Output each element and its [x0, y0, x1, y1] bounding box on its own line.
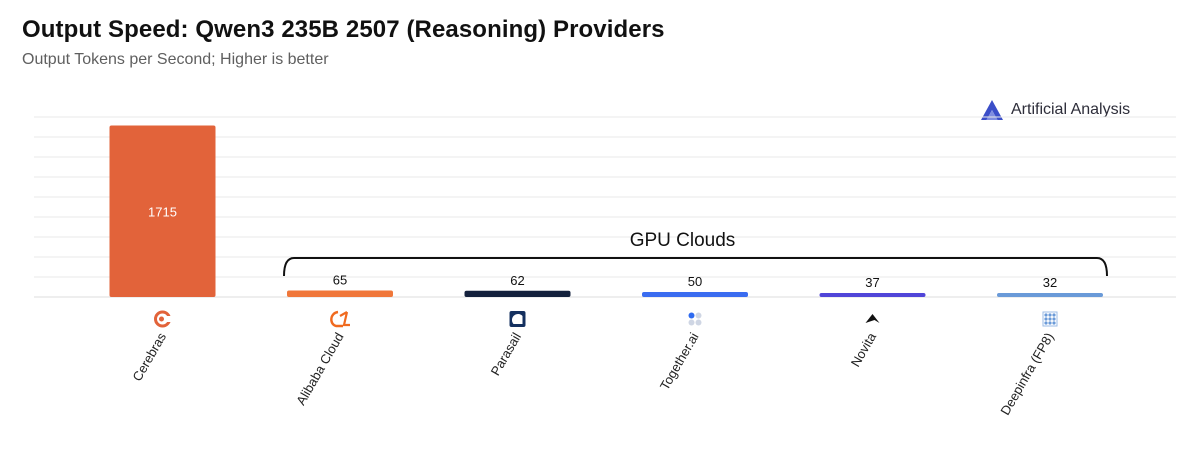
data-label: 1715	[148, 204, 177, 219]
category-label: Deepinfra (FP8)	[997, 330, 1056, 418]
category-label: Novita	[848, 329, 880, 369]
bar-novita	[819, 293, 926, 297]
data-label: 37	[865, 275, 879, 290]
data-label: 32	[1043, 275, 1057, 290]
data-label: 62	[510, 273, 524, 288]
category-label: Cerebras	[129, 330, 169, 384]
category-label: Alibaba Cloud	[293, 330, 346, 408]
together-ai-logo-icon	[688, 312, 702, 326]
brand-name: Artificial Analysis	[1011, 101, 1131, 118]
data-label: 50	[688, 274, 702, 289]
bar-deepinfra-fp8	[997, 293, 1103, 297]
bar-cerebras	[109, 125, 216, 297]
bar-together-ai	[642, 292, 748, 297]
gpu-clouds-bracket	[283, 257, 1108, 277]
novita-logo-icon	[865, 314, 880, 323]
cerebras-logo-icon	[154, 310, 172, 328]
alibaba-cloud-logo-icon	[330, 310, 350, 328]
deepinfra-logo-icon	[1042, 311, 1058, 327]
bar-alibaba-cloud	[287, 290, 393, 297]
chart-title: Output Speed: Qwen3 235B 2507 (Reasoning…	[22, 16, 665, 43]
parasail-logo-icon	[509, 311, 526, 327]
gpu-clouds-label: GPU Clouds	[630, 230, 736, 251]
chart-subtitle: Output Tokens per Second; Higher is bett…	[22, 51, 329, 68]
data-label: 65	[333, 273, 347, 288]
bar-parasail	[464, 290, 571, 297]
category-label: Parasail	[488, 330, 525, 378]
category-label: Together.ai	[657, 330, 702, 393]
